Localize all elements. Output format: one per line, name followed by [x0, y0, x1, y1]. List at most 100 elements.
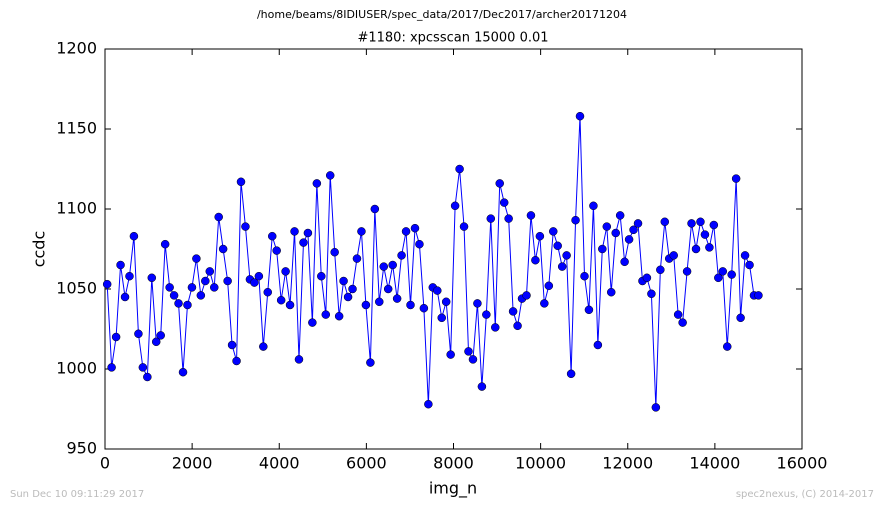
point: [691, 244, 701, 254]
point: [557, 262, 567, 271]
point: [504, 214, 513, 223]
point: [129, 231, 139, 241]
x-tick-label: 10000: [515, 454, 566, 473]
point: [473, 299, 482, 308]
point: [705, 243, 714, 252]
point: [250, 278, 259, 287]
point: [210, 283, 219, 292]
point: [441, 297, 451, 307]
point: [125, 271, 134, 281]
point: [754, 291, 763, 300]
point: [647, 289, 656, 299]
point: [357, 227, 366, 236]
point: [410, 223, 420, 233]
x-tick-label: 4000: [259, 454, 300, 473]
point: [107, 363, 116, 372]
point: [201, 276, 210, 286]
suptitle: /home/beams/8IDIUSER/spec_data/2017/Dec2…: [257, 8, 627, 21]
point: [227, 340, 237, 350]
point: [526, 211, 536, 220]
point: [312, 179, 322, 188]
point: [687, 219, 696, 228]
point: [134, 329, 143, 339]
point: [174, 299, 183, 308]
point: [575, 111, 585, 121]
x-tick-label: 8000: [433, 454, 474, 473]
point: [709, 220, 719, 230]
point: [241, 222, 250, 231]
point: [722, 342, 732, 351]
point: [263, 287, 272, 297]
footer-left: Sun Dec 10 09:11:29 2017: [10, 489, 144, 500]
point: [276, 295, 286, 305]
point: [236, 177, 246, 187]
x-tick-label: 0: [100, 454, 110, 473]
point: [352, 254, 362, 263]
point: [254, 271, 264, 281]
point: [615, 211, 625, 220]
point: [468, 355, 478, 364]
point: [151, 337, 161, 347]
point: [361, 300, 371, 310]
point: [508, 307, 518, 316]
point: [566, 369, 576, 379]
point: [486, 214, 496, 223]
point: [218, 244, 228, 254]
point: [433, 286, 442, 295]
point: [669, 251, 678, 260]
point: [562, 251, 571, 260]
x-tick-label: 16000: [777, 454, 828, 473]
point: [718, 267, 728, 276]
point: [308, 318, 317, 327]
point: [651, 403, 661, 412]
point: [624, 235, 634, 244]
point: [584, 305, 594, 315]
point: [731, 174, 741, 183]
chart-title: #1180: xpcsscan 15000 0.01: [357, 31, 548, 46]
point: [317, 271, 326, 281]
point: [499, 198, 509, 207]
point: [339, 276, 348, 286]
point: [633, 219, 643, 228]
point: [531, 255, 540, 265]
point: [303, 228, 313, 238]
point: [187, 283, 197, 292]
point: [290, 227, 299, 236]
point: [183, 300, 192, 310]
point: [593, 340, 603, 350]
plot-frame: [104, 48, 803, 450]
y-axis-label: ccdc: [30, 231, 49, 268]
point: [660, 217, 670, 227]
point: [714, 273, 723, 283]
x-tick-label: 2000: [172, 454, 213, 473]
point: [495, 179, 504, 188]
point: [281, 267, 290, 276]
point: [727, 270, 736, 279]
point: [598, 244, 607, 254]
point: [589, 201, 598, 211]
point: [120, 292, 130, 302]
point: [272, 246, 281, 255]
point: [540, 299, 549, 308]
point: [375, 297, 384, 307]
point: [477, 382, 487, 391]
point: [482, 310, 491, 319]
point: [102, 279, 112, 289]
point: [740, 251, 750, 260]
y-tick-label: 1100: [56, 199, 97, 218]
point: [656, 265, 665, 275]
point: [522, 291, 531, 300]
y-tick-label: 1050: [56, 279, 97, 298]
point: [334, 311, 344, 321]
footer-right: spec2nexus, (C) 2014-2017: [736, 489, 874, 500]
x-tick-label: 12000: [602, 454, 653, 473]
point: [549, 227, 558, 236]
point: [321, 310, 331, 319]
point: [415, 239, 424, 249]
point: [299, 238, 308, 247]
point: [406, 300, 415, 310]
point: [464, 347, 473, 356]
point: [678, 318, 687, 327]
point: [642, 273, 652, 283]
